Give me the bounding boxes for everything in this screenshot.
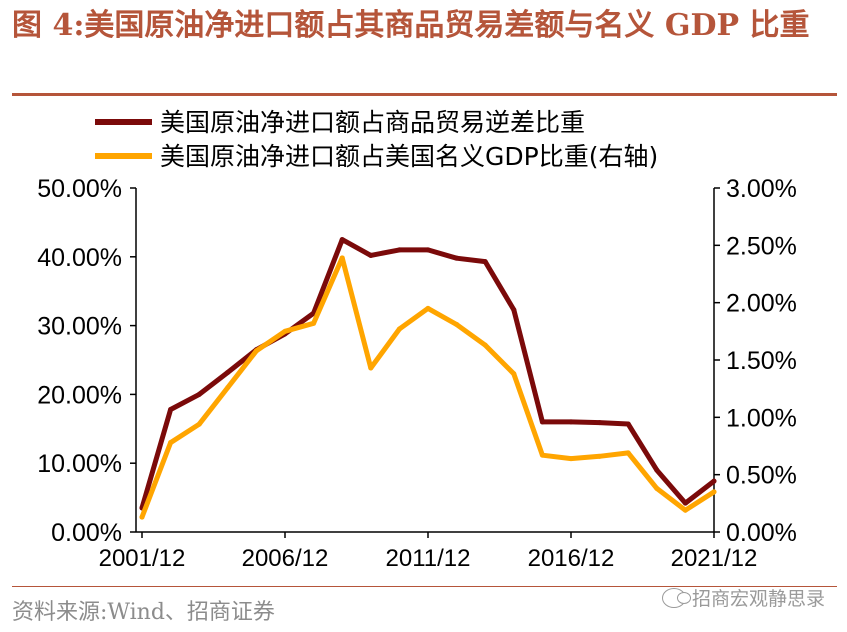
left-axis-tick-label: 0.00%	[51, 519, 122, 547]
x-axis-tick-label: 2016/12	[528, 545, 615, 572]
right-axis-tick-label: 2.50%	[726, 232, 797, 260]
right-axis-tick-label: 0.50%	[726, 462, 797, 490]
data-point-series-1	[511, 307, 517, 313]
data-point-series-1	[682, 500, 688, 506]
x-axis-tick-label: 2006/12	[242, 545, 329, 572]
data-point-series-1	[711, 478, 717, 484]
data-point-series-2	[282, 328, 288, 334]
source-note: 资料来源:Wind、招商证券	[12, 600, 275, 625]
data-point-series-2	[654, 485, 660, 491]
chart-title: 图 4:美国原油净进口额占其商品贸易差额与名义 GDP 比重	[12, 8, 810, 43]
right-axis-tick-label: 2.00%	[726, 290, 797, 318]
legend-label-2: 美国原油净进口额占美国名义GDP比重(右轴)	[160, 142, 658, 171]
legend-label-1: 美国原油净进口额占商品贸易逆差比重	[160, 108, 585, 137]
left-axis-tick-label: 20.00%	[37, 381, 122, 409]
data-point-series-2	[568, 456, 574, 462]
data-point-series-2	[482, 342, 488, 348]
left-axis-tick-label: 30.00%	[37, 313, 122, 341]
data-point-series-2	[539, 452, 545, 458]
right-axis-tick-label: 3.00%	[726, 175, 797, 203]
data-point-series-1	[568, 419, 574, 425]
data-point-series-2	[511, 371, 517, 377]
watermark: 招商宏观静思录	[661, 584, 825, 611]
data-point-series-1	[482, 259, 488, 265]
right-axis-tick-label: 1.50%	[726, 347, 797, 375]
data-point-series-2	[311, 320, 317, 326]
data-point-series-1	[654, 467, 660, 473]
data-point-series-2	[425, 305, 431, 311]
left-axis-tick-label: 40.00%	[37, 244, 122, 272]
data-point-series-1	[539, 419, 545, 425]
data-point-series-2	[597, 453, 603, 459]
data-point-series-1	[368, 252, 374, 258]
data-point-series-2	[139, 514, 145, 520]
x-axis-tick-label: 2011/12	[386, 545, 471, 572]
watermark-text: 招商宏观静思录	[691, 588, 825, 610]
right-axis-tick-label: 1.00%	[726, 404, 797, 432]
x-axis-tick-label: 2021/12	[671, 545, 758, 572]
data-point-series-2	[168, 440, 174, 446]
data-point-series-2	[339, 255, 345, 261]
data-point-series-1	[625, 421, 631, 427]
data-point-series-1	[425, 247, 431, 253]
data-point-series-1	[396, 247, 402, 253]
data-point-series-1	[454, 255, 460, 261]
title-divider	[12, 93, 837, 96]
chart-series	[139, 237, 717, 520]
left-axis-tick-label: 50.00%	[37, 175, 122, 203]
data-point-series-1	[339, 237, 345, 243]
data-point-series-2	[396, 326, 402, 332]
right-axis-tick-label: 0.00%	[726, 519, 797, 547]
left-axis-tick-label: 10.00%	[37, 450, 122, 478]
data-point-series-1	[597, 420, 603, 426]
data-point-series-1	[196, 391, 202, 397]
data-point-series-2	[711, 489, 717, 495]
data-point-series-2	[196, 421, 202, 427]
x-axis-tick-label: 2001/12	[99, 545, 186, 572]
data-point-series-2	[682, 507, 688, 513]
chart-axes: 0.00% 10.00% 20.00% 30.00% 40.00% 50.00% 0.00%…	[37, 175, 797, 572]
wechat-icon	[661, 587, 691, 608]
data-point-series-1	[168, 407, 174, 413]
source-divider	[12, 586, 837, 587]
data-point-series-2	[225, 385, 231, 391]
data-point-series-2	[454, 321, 460, 327]
data-point-series-2	[253, 348, 259, 354]
data-point-series-2	[625, 450, 631, 456]
data-point-series-1	[225, 369, 231, 375]
data-point-series-2	[368, 365, 374, 371]
line-chart: 美国原油净进口额占商品贸易逆差比重美国原油净进口额占美国名义GDP比重(右轴) …	[37, 108, 797, 572]
